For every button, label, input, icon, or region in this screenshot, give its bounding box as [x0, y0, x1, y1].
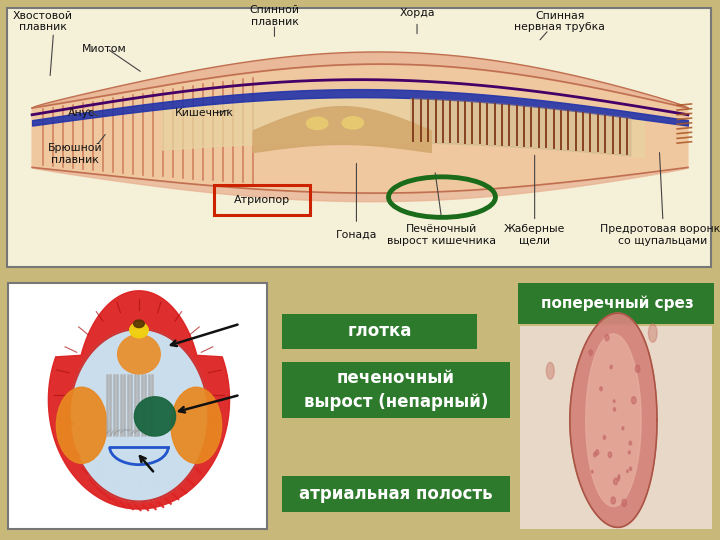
Ellipse shape [629, 451, 630, 454]
Ellipse shape [649, 324, 657, 342]
Text: Гонада: Гонада [336, 230, 377, 240]
FancyBboxPatch shape [521, 326, 712, 529]
Ellipse shape [600, 387, 603, 391]
Ellipse shape [117, 335, 161, 374]
Text: Спинной
плавник: Спинной плавник [249, 5, 300, 27]
Ellipse shape [605, 334, 609, 341]
Ellipse shape [595, 450, 599, 455]
FancyBboxPatch shape [282, 476, 510, 511]
Ellipse shape [171, 387, 222, 463]
Polygon shape [586, 334, 641, 507]
Ellipse shape [610, 365, 612, 369]
Ellipse shape [622, 499, 626, 507]
Text: глотка: глотка [347, 322, 412, 340]
Ellipse shape [593, 453, 596, 457]
Text: Миотом: Миотом [82, 44, 127, 53]
Ellipse shape [613, 478, 618, 485]
Polygon shape [32, 64, 688, 193]
Ellipse shape [546, 362, 554, 379]
Ellipse shape [631, 397, 636, 404]
Ellipse shape [134, 320, 144, 328]
Ellipse shape [622, 427, 624, 430]
Polygon shape [253, 107, 431, 152]
Ellipse shape [591, 470, 593, 473]
Ellipse shape [130, 322, 148, 338]
Ellipse shape [135, 397, 176, 436]
Text: Жаберные
щели: Жаберные щели [504, 224, 565, 246]
Text: Предротовая воронка
со щупальцами: Предротовая воронка со щупальцами [600, 224, 720, 246]
Ellipse shape [611, 497, 616, 504]
Text: печеночный
вырост (непарный): печеночный вырост (непарный) [304, 369, 488, 410]
Text: Хорда: Хорда [400, 9, 435, 18]
Text: поперечный срез: поперечный срез [541, 296, 694, 311]
Ellipse shape [608, 452, 612, 457]
Ellipse shape [613, 400, 615, 403]
Ellipse shape [626, 470, 629, 472]
Text: Атриопор: Атриопор [234, 195, 290, 205]
Text: Спинная
нервная трубка: Спинная нервная трубка [514, 11, 605, 32]
Ellipse shape [56, 387, 107, 463]
Polygon shape [570, 313, 657, 528]
FancyBboxPatch shape [9, 283, 267, 529]
FancyBboxPatch shape [518, 283, 714, 324]
Text: Кишечник: Кишечник [175, 109, 233, 118]
Polygon shape [70, 329, 208, 502]
Ellipse shape [618, 475, 620, 478]
Ellipse shape [618, 477, 619, 481]
Ellipse shape [589, 350, 593, 355]
Ellipse shape [635, 365, 640, 373]
FancyBboxPatch shape [282, 362, 510, 418]
FancyBboxPatch shape [7, 8, 711, 267]
Text: атриальная полость: атриальная полость [300, 485, 492, 503]
Ellipse shape [629, 441, 631, 445]
Polygon shape [48, 291, 230, 509]
Ellipse shape [603, 435, 606, 440]
Text: Брюшной
плавник: Брюшной плавник [48, 143, 102, 165]
Ellipse shape [342, 117, 364, 129]
Ellipse shape [613, 408, 616, 411]
FancyBboxPatch shape [282, 314, 477, 349]
Ellipse shape [629, 467, 631, 470]
Text: Хвостовой
плавник: Хвостовой плавник [13, 11, 73, 32]
Text: Анус: Анус [68, 109, 95, 118]
Ellipse shape [307, 117, 328, 130]
Text: Печёночный
вырост кишечника: Печёночный вырост кишечника [387, 224, 497, 246]
